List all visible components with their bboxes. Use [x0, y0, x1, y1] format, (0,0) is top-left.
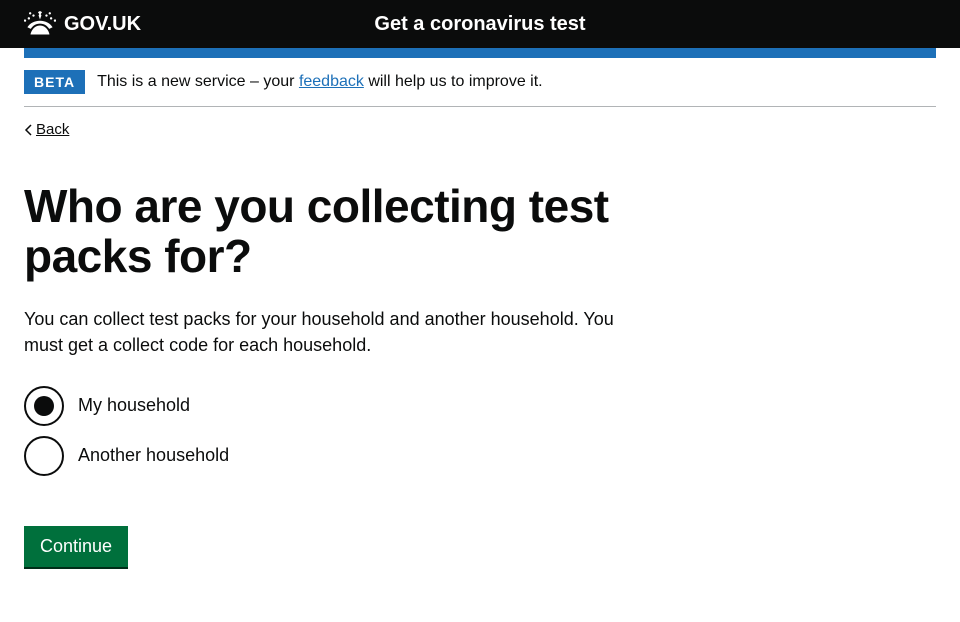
phase-text: This is a new service – your feedback wi…	[97, 73, 543, 91]
radio-label: Another household	[78, 445, 229, 466]
site-logo[interactable]: GOV.UK	[24, 11, 141, 37]
hint-text: You can collect test packs for your hous…	[24, 306, 624, 358]
main-content: Who are you collecting test packs for? Y…	[24, 181, 664, 567]
phase-text-before: This is a new service – your	[97, 73, 299, 90]
radio-group: My household Another household	[24, 386, 664, 476]
site-header: GOV.UK Get a coronavirus test	[0, 0, 960, 48]
header-accent-bar	[24, 48, 936, 58]
radio-my-household[interactable]: My household	[24, 386, 664, 426]
radio-icon	[24, 386, 64, 426]
crown-icon	[24, 11, 56, 37]
phase-tag: BETA	[24, 70, 85, 94]
service-name: Get a coronavirus test	[374, 13, 585, 36]
back-label: Back	[36, 121, 69, 138]
radio-label: My household	[78, 395, 190, 416]
chevron-left-icon	[24, 124, 32, 136]
feedback-link[interactable]: feedback	[299, 73, 364, 90]
phase-banner: BETA This is a new service – your feedba…	[24, 58, 936, 107]
radio-another-household[interactable]: Another household	[24, 436, 664, 476]
site-name: GOV.UK	[64, 13, 141, 36]
page-heading: Who are you collecting test packs for?	[24, 181, 664, 282]
radio-icon	[24, 436, 64, 476]
continue-button[interactable]: Continue	[24, 526, 128, 567]
phase-text-after: will help us to improve it.	[364, 73, 543, 90]
back-link[interactable]: Back	[24, 121, 69, 138]
